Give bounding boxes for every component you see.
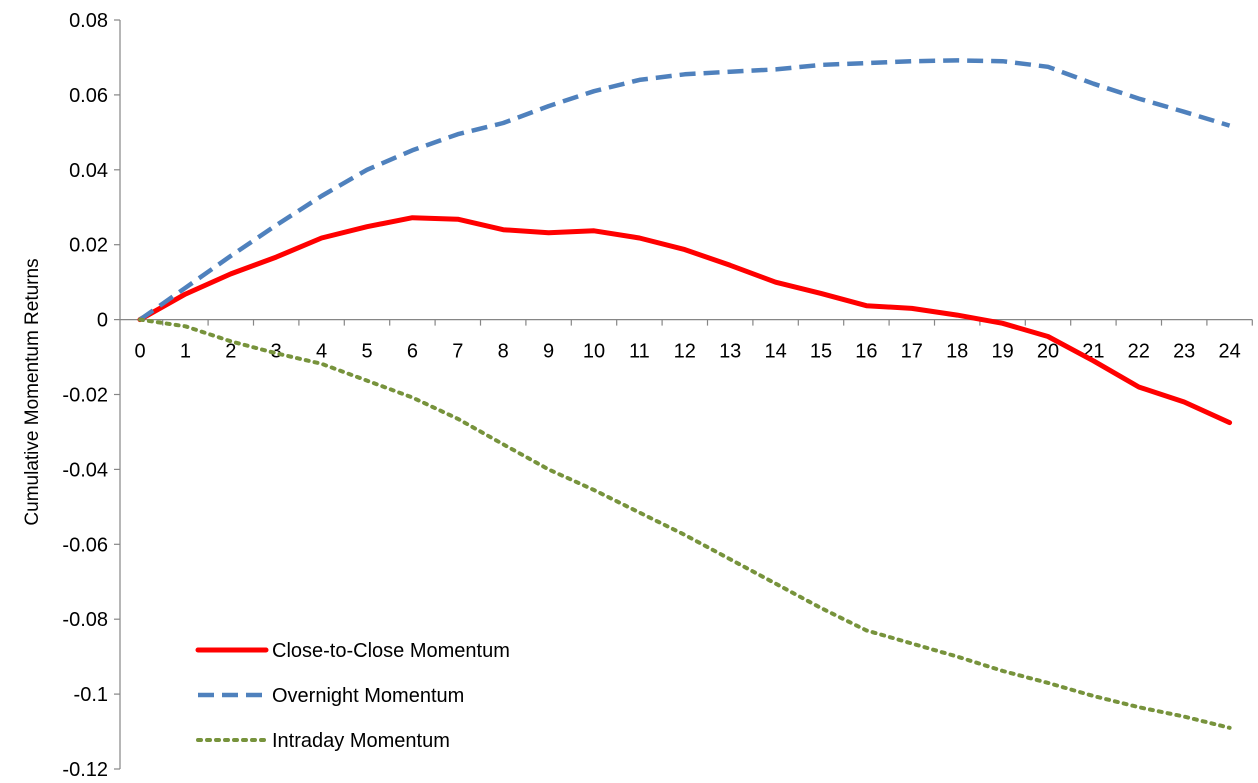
x-tick-label: 3 bbox=[271, 341, 282, 363]
x-tick-label: 13 bbox=[719, 341, 741, 363]
y-tick-label: -0.08 bbox=[62, 609, 108, 631]
y-tick-label: -0.04 bbox=[62, 459, 108, 481]
x-tick-label: 24 bbox=[1218, 341, 1240, 363]
x-tick-label: 10 bbox=[583, 341, 605, 363]
legend-label: Close-to-Close Momentum bbox=[272, 640, 510, 662]
x-tick-label: 17 bbox=[901, 341, 923, 363]
y-tick-label: -0.12 bbox=[62, 759, 108, 781]
x-tick-label: 19 bbox=[991, 341, 1013, 363]
x-tick-label: 12 bbox=[674, 341, 696, 363]
x-tick-label: 9 bbox=[543, 341, 554, 363]
x-tick-label: 5 bbox=[361, 341, 372, 363]
y-axis-title: Cumulative Momentum Returns bbox=[22, 258, 43, 525]
y-tick-label: 0.04 bbox=[69, 160, 108, 182]
x-tick-label: 11 bbox=[629, 341, 650, 363]
x-tick-label: 7 bbox=[452, 341, 463, 363]
y-tick-label: -0.02 bbox=[62, 385, 108, 407]
x-tick-label: 2 bbox=[225, 341, 236, 363]
plot-area: 0.08 0.06 0.04 0.02 0 -0.02 -0.04 -0.06 -0.08 -0.… bbox=[62, 10, 1253, 781]
legend-label: Overnight Momentum bbox=[272, 685, 464, 707]
x-tick-label: 6 bbox=[407, 341, 418, 363]
series-line-3 bbox=[138, 317, 1232, 730]
x-tick-label: 15 bbox=[810, 341, 832, 363]
x-tick-label: 0 bbox=[134, 341, 145, 363]
x-tick-label: 22 bbox=[1128, 341, 1150, 363]
legend-label: Intraday Momentum bbox=[272, 730, 450, 752]
y-tick-label: 0 bbox=[97, 310, 108, 332]
y-tick-label: -0.06 bbox=[62, 534, 108, 556]
y-tick-label: 0.02 bbox=[69, 235, 108, 257]
x-tick-label: 8 bbox=[498, 341, 509, 363]
series-line-1 bbox=[137, 215, 1233, 426]
x-tick-label: 20 bbox=[1037, 341, 1059, 363]
x-tick-label: 4 bbox=[316, 341, 327, 363]
y-tick-label: 0.06 bbox=[69, 85, 108, 107]
x-tick-label: 18 bbox=[946, 341, 968, 363]
series-line-2 bbox=[138, 58, 1231, 322]
x-tick-label: 1 bbox=[180, 341, 191, 363]
y-tick-label: -0.1 bbox=[74, 684, 108, 706]
x-tick-label: 16 bbox=[855, 341, 877, 363]
x-tick-label: 23 bbox=[1173, 341, 1195, 363]
x-tick-label: 14 bbox=[764, 341, 786, 363]
y-tick-label: 0.08 bbox=[69, 10, 108, 32]
